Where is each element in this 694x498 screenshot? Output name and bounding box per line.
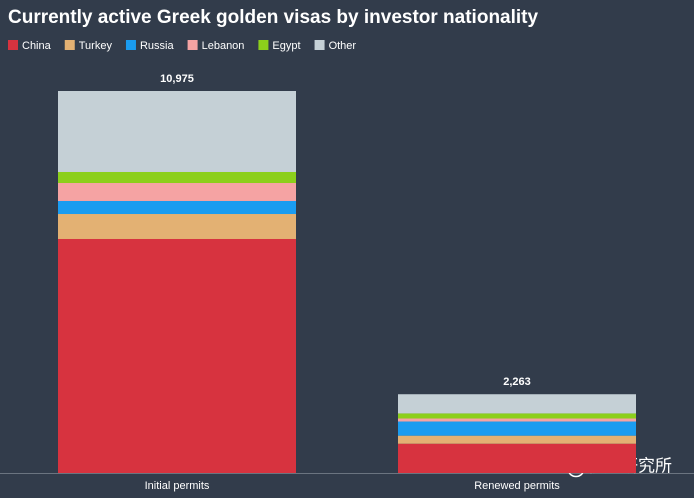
bar-segment — [398, 443, 636, 473]
bar-segment — [58, 238, 296, 473]
bar-segment — [398, 435, 636, 444]
bar-segment — [58, 171, 296, 183]
legend-label: Turkey — [79, 40, 113, 52]
total-label: 2,263 — [503, 376, 531, 388]
bar-segment — [58, 200, 296, 215]
legend-label: Lebanon — [202, 40, 245, 52]
x-tick-label: Renewed permits — [474, 480, 560, 492]
legend-swatch — [258, 40, 269, 50]
legend-swatch — [64, 40, 75, 50]
chart-title: Currently active Greek golden visas by i… — [8, 7, 539, 28]
legend-swatch — [314, 40, 325, 50]
total-label: 10,975 — [160, 73, 194, 85]
legend-swatch — [8, 40, 18, 50]
legend-label: Russia — [140, 40, 175, 52]
bar-segment — [398, 394, 636, 414]
legend-label: Egypt — [272, 40, 300, 52]
legend-swatch — [187, 40, 198, 50]
bar-segment — [58, 182, 296, 201]
bar-segment — [58, 91, 296, 172]
bar-segment — [398, 413, 636, 419]
bar-segment — [398, 421, 636, 436]
legend-label: Other — [329, 40, 357, 52]
x-tick-label: Initial permits — [145, 480, 210, 492]
bar-segment — [58, 214, 296, 239]
bar-segment — [398, 418, 636, 422]
legend-label: China — [22, 40, 52, 52]
legend-swatch — [125, 40, 136, 50]
